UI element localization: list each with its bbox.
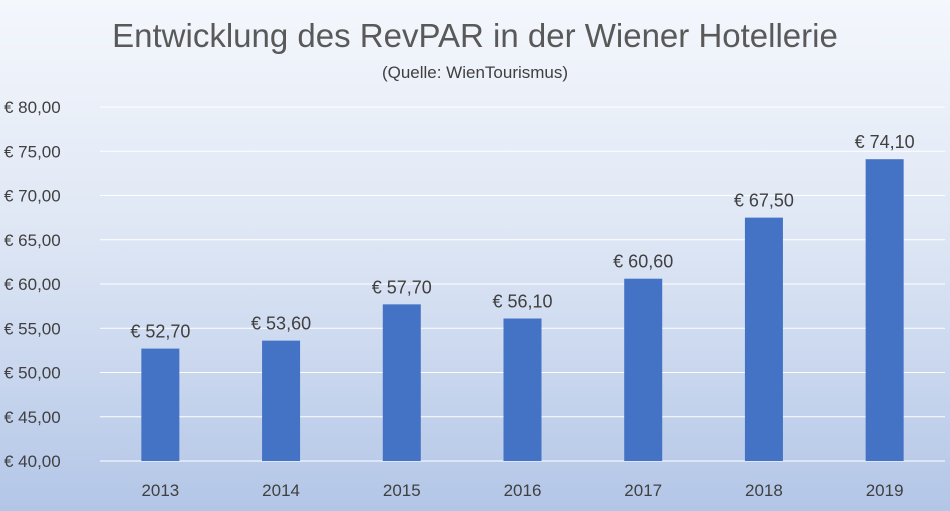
chart-title: Entwicklung des RevPAR in der Wiener Hot… (112, 17, 838, 54)
y-tick-label: € 40,00 (4, 452, 61, 471)
bar-2016 (503, 318, 542, 461)
x-tick-label: 2019 (866, 481, 904, 500)
data-label: € 60,60 (613, 252, 673, 272)
bar-2015 (382, 304, 421, 461)
x-tick-label: 2016 (504, 481, 542, 500)
bar-2013 (141, 348, 180, 461)
gridlines (100, 106, 945, 462)
chart-subtitle: (Quelle: WienTourismus) (382, 63, 568, 82)
x-tick-label: 2015 (383, 481, 421, 500)
data-label: € 56,10 (492, 292, 552, 312)
x-tick-label: 2014 (262, 481, 300, 500)
y-tick-label: € 70,00 (4, 187, 61, 206)
data-label: € 52,70 (130, 322, 190, 342)
y-tick-label: € 75,00 (4, 142, 61, 161)
data-labels: € 52,70 € 53,60 € 57,70 € 56,10 € 60,60 € 67,… (130, 132, 914, 341)
y-tick-label: € 65,00 (4, 231, 61, 250)
x-tick-label: 2017 (624, 481, 662, 500)
data-label: € 67,50 (734, 191, 794, 211)
data-label: € 57,70 (372, 277, 432, 297)
bars (141, 159, 904, 461)
bar-2014 (262, 340, 301, 461)
y-tick-label: € 55,00 (4, 319, 61, 338)
y-tick-label: € 60,00 (4, 275, 61, 294)
y-tick-label: € 50,00 (4, 364, 61, 383)
x-axis: 2013 2014 2015 2016 2017 2018 2019 (141, 481, 903, 500)
bar-2017 (624, 278, 663, 461)
y-axis: € 40,00 € 45,00 € 50,00 € 55,00 € 60,00 € 65,… (4, 98, 61, 471)
bar-2019 (865, 159, 904, 461)
x-tick-label: 2013 (141, 481, 179, 500)
x-tick-label: 2018 (745, 481, 783, 500)
data-label: € 53,60 (251, 314, 311, 334)
y-tick-label: € 80,00 (4, 98, 61, 117)
bar-2018 (744, 217, 783, 461)
data-label: € 74,10 (855, 132, 915, 152)
y-tick-label: € 45,00 (4, 408, 61, 427)
